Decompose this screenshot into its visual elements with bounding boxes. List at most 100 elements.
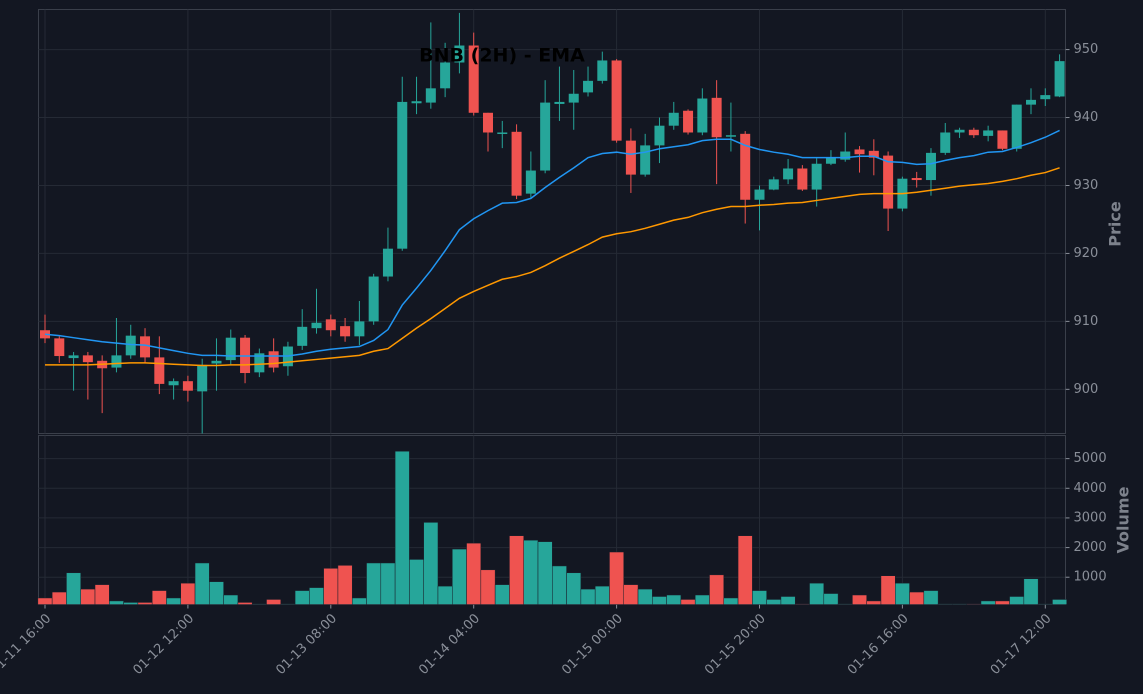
candle-body	[368, 276, 379, 322]
volume-bar	[723, 597, 739, 605]
candle-body	[382, 248, 393, 277]
candle-body	[82, 355, 93, 363]
volume-bar	[223, 594, 239, 605]
volume-bar	[94, 584, 110, 605]
volume-bar	[294, 590, 310, 605]
plot: 9009109209309409501000200030004000500001…	[0, 9, 1107, 678]
volume-bar	[309, 587, 324, 605]
y-tick-label: 910	[1074, 314, 1099, 329]
candle-body	[225, 337, 236, 361]
volume-bar	[337, 565, 353, 605]
volume-bar	[194, 562, 210, 605]
candle-body	[683, 110, 694, 133]
volume-tick-label: 5000	[1074, 451, 1107, 466]
volume-bar	[323, 568, 339, 605]
candle-body	[740, 133, 751, 200]
volume-bar	[952, 603, 967, 605]
volume-bar	[66, 572, 81, 605]
candle-body	[611, 60, 622, 141]
volume-bar	[437, 585, 453, 605]
candle-body	[140, 336, 151, 358]
candle-body	[482, 112, 493, 133]
candle-body	[454, 45, 465, 63]
chart-title: BNB (2H) - EMA	[419, 45, 585, 67]
volume-bar	[452, 548, 467, 605]
volume-bar	[623, 584, 639, 605]
candle-body	[197, 364, 208, 392]
volume-bar	[780, 596, 796, 605]
candle-body	[54, 338, 65, 357]
volume-bar	[51, 591, 67, 605]
volume-bar	[609, 551, 624, 605]
candle-body	[325, 319, 336, 331]
candle-body	[911, 178, 922, 181]
volume-bar	[823, 593, 839, 605]
volume-bar	[995, 600, 1010, 605]
candle-body	[554, 101, 565, 104]
candle-body	[311, 322, 322, 329]
candle-body	[825, 157, 836, 164]
volume-bar	[151, 590, 167, 605]
candle-body	[425, 88, 436, 103]
volume-bar	[480, 569, 496, 605]
y-axis-label: Price	[1106, 201, 1125, 247]
candle-body	[768, 179, 779, 190]
volume-bar	[166, 597, 182, 605]
volume-bar	[37, 597, 53, 605]
candle-body	[925, 152, 936, 181]
candle-body	[597, 60, 608, 81]
volume-bar	[509, 535, 524, 605]
volume-bar	[409, 559, 424, 605]
candle-body	[811, 163, 822, 190]
candle-body	[525, 170, 536, 194]
volume-bar	[280, 603, 296, 605]
volume-bar	[909, 591, 925, 605]
candle-body	[840, 151, 851, 160]
volume-bar	[552, 565, 567, 605]
volume-bar	[895, 582, 910, 605]
candle-body	[1040, 95, 1051, 100]
candle-body	[997, 130, 1008, 149]
candle-body	[154, 357, 165, 384]
candle-body	[968, 129, 979, 136]
volume-bar	[1052, 599, 1067, 605]
volume-bar	[123, 602, 139, 605]
volume-bar	[351, 597, 367, 605]
y-tick-label: 940	[1074, 110, 1099, 125]
volume-bar	[180, 582, 196, 605]
volume-bar	[580, 588, 596, 605]
candle-body	[397, 101, 408, 249]
candle-body	[940, 132, 951, 153]
volume-tick-label: 3000	[1074, 510, 1107, 525]
candle-body	[125, 335, 136, 356]
candle-body	[654, 125, 665, 146]
volume-tick-label: 2000	[1074, 540, 1107, 555]
candle-body	[168, 381, 179, 386]
candle-body	[211, 360, 222, 364]
candle-body	[540, 102, 551, 171]
volume-bar	[1009, 596, 1025, 605]
candle-body	[1054, 61, 1065, 97]
candle-body	[668, 112, 679, 126]
candle-body	[1011, 104, 1022, 149]
candle-body	[111, 355, 122, 368]
candle-body	[983, 130, 994, 136]
candle-body	[854, 149, 865, 155]
y-tick-label: 950	[1074, 42, 1099, 57]
volume-bar	[966, 603, 982, 605]
candle-body	[583, 80, 594, 93]
ema-line	[44, 129, 1060, 357]
volume-bar	[594, 585, 610, 605]
volume-bar	[537, 541, 553, 605]
volume-bar	[494, 584, 510, 605]
volume-bar	[394, 450, 410, 605]
volume-bar	[794, 603, 810, 605]
candle-body	[340, 326, 351, 337]
volume-bar	[566, 572, 582, 605]
volume-bar	[251, 603, 267, 605]
volume-bar	[709, 574, 725, 605]
volume-bar	[1037, 603, 1053, 605]
volume-bar	[694, 594, 710, 605]
volume-bar	[923, 590, 939, 605]
